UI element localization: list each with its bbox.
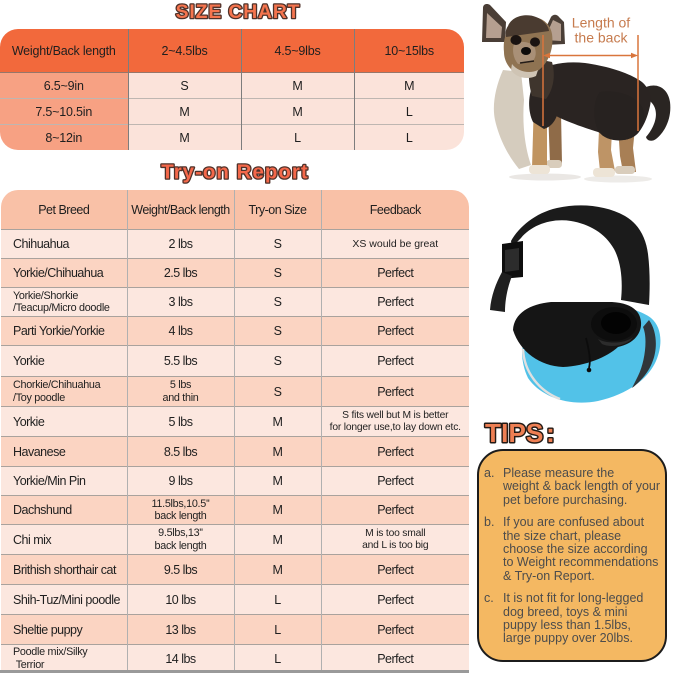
svg-text:Try-on Report: Try-on Report [161,161,308,184]
svg-text:SIZE CHART: SIZE CHART [176,2,301,23]
svg-text:Length of: Length of [572,15,630,31]
svg-text:TIPS:: TIPS: [485,418,555,448]
svg-text:the back: the back [575,30,629,46]
